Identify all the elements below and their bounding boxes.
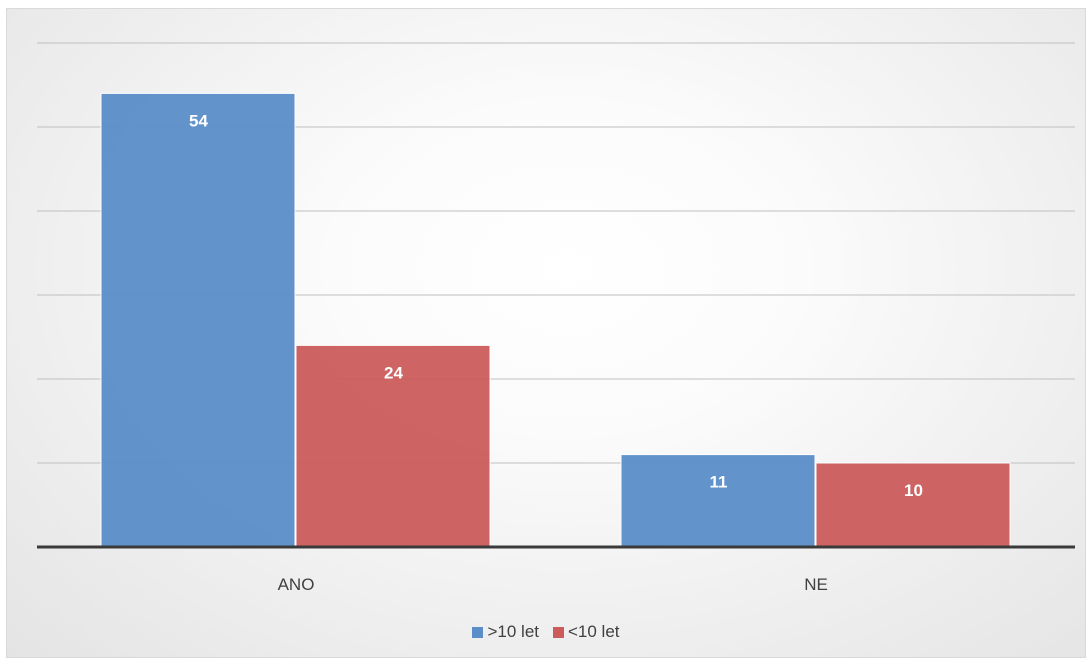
bar-ano-series-2 — [295, 344, 491, 548]
bar-ne-series-1 — [620, 454, 816, 548]
bar-ne-series-2 — [815, 462, 1011, 548]
data-label-ano-series-2: 24 — [384, 363, 403, 382]
legend-item-series-1: >10 let — [472, 622, 539, 642]
x-tick-label-ne: NE — [804, 575, 828, 594]
bars — [100, 92, 1011, 548]
legend-label-series-1: >10 let — [487, 622, 539, 641]
data-label-ne-series-2: 10 — [904, 481, 923, 500]
x-tick-label-ano: ANO — [278, 575, 315, 594]
data-label-ano-series-1: 54 — [189, 111, 208, 130]
legend-swatch-series-2 — [553, 626, 564, 638]
legend: >10 let <10 let — [0, 622, 1092, 642]
legend-label-series-2: <10 let — [568, 622, 620, 641]
data-labels: 54 24 11 10 — [189, 111, 923, 500]
bar-ano-series-1 — [100, 92, 296, 548]
data-label-ne-series-1: 11 — [710, 473, 728, 492]
legend-swatch-series-1 — [472, 626, 484, 638]
x-axis: ANO NE — [37, 545, 1075, 594]
legend-item-series-2: <10 let — [553, 622, 620, 642]
